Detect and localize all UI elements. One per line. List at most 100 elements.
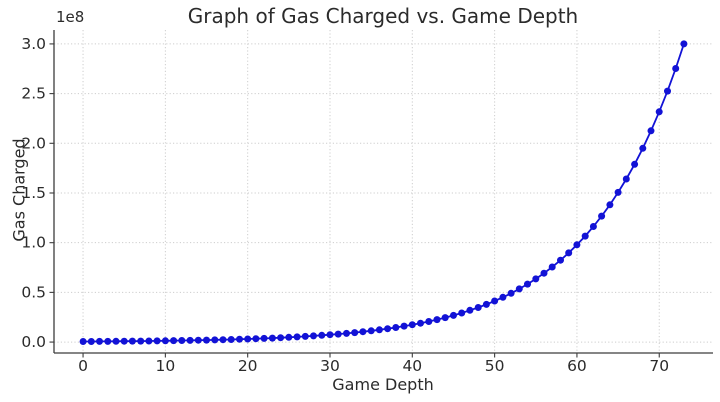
data-point (203, 336, 210, 344)
data-point (112, 337, 120, 345)
data-points (79, 40, 688, 345)
data-point (606, 201, 614, 209)
data-point (268, 334, 276, 342)
data-point (170, 337, 178, 345)
data-point (392, 324, 400, 331)
data-point (260, 334, 268, 342)
svg-text:1.0: 1.0 (21, 234, 46, 252)
data-point (532, 275, 540, 283)
data-point (631, 160, 639, 168)
gridlines (54, 30, 713, 353)
data-point (417, 319, 424, 327)
data-point (367, 327, 375, 335)
data-point (524, 280, 531, 288)
data-point (334, 330, 342, 338)
data-point (359, 328, 367, 336)
data-point (145, 337, 153, 345)
svg-text:0.5: 0.5 (21, 283, 46, 301)
data-point (515, 285, 523, 293)
data-point (565, 249, 573, 257)
svg-text:1.5: 1.5 (21, 184, 46, 202)
data-point (557, 256, 564, 264)
svg-text:2.5: 2.5 (21, 85, 46, 103)
data-point (433, 316, 441, 324)
data-point (581, 232, 589, 240)
svg-text:0: 0 (78, 357, 88, 375)
data-point (499, 293, 507, 301)
data-point (310, 332, 317, 340)
data-point (400, 322, 408, 330)
data-point (219, 336, 227, 344)
data-point (161, 337, 169, 345)
data-point (236, 335, 243, 343)
data-point (441, 314, 449, 322)
svg-text:0.0: 0.0 (21, 333, 46, 351)
data-point (301, 332, 309, 340)
data-point (425, 318, 433, 325)
data-point (458, 309, 466, 317)
chart-title: Graph of Gas Charged vs. Game Depth (187, 4, 579, 28)
data-point (408, 321, 416, 329)
data-point (285, 333, 293, 341)
data-point (79, 338, 87, 345)
data-point (120, 337, 128, 345)
data-point (137, 337, 145, 345)
data-point (647, 127, 655, 135)
data-point (614, 188, 622, 196)
data-point (178, 337, 186, 344)
svg-text:3.0: 3.0 (21, 35, 46, 53)
data-point (326, 331, 334, 339)
x-axis-label: Game Depth (332, 375, 434, 394)
axis-spines (53, 30, 713, 354)
data-point (589, 223, 597, 230)
data-point (211, 336, 219, 344)
data-point (639, 144, 647, 152)
data-point (482, 300, 490, 308)
data-point (548, 263, 556, 271)
data-point (343, 329, 350, 337)
y-tick-labels: 0.0 0.5 1.0 1.5 2.0 2.5 3.0 (21, 35, 46, 351)
data-point (104, 337, 112, 345)
data-point (573, 241, 581, 249)
data-point (474, 304, 482, 311)
svg-text:10: 10 (156, 357, 176, 375)
data-point (375, 326, 383, 334)
data-point (351, 329, 359, 337)
data-point (87, 338, 95, 345)
tick-marks (49, 43, 660, 358)
data-point (466, 306, 474, 314)
data-point (680, 40, 688, 48)
data-point (244, 335, 252, 343)
svg-text:50: 50 (485, 357, 505, 375)
svg-text:20: 20 (238, 357, 258, 375)
data-point (96, 337, 103, 345)
y-axis-offset-label: 1e8 (56, 8, 85, 26)
data-point (450, 311, 457, 319)
svg-text:60: 60 (567, 357, 587, 375)
x-tick-labels: 0 10 20 30 40 50 60 70 (78, 357, 669, 375)
data-point (277, 334, 285, 342)
data-point (598, 212, 606, 220)
data-point (655, 108, 663, 116)
data-point (186, 336, 194, 344)
data-point (194, 336, 202, 344)
svg-text:40: 40 (402, 357, 422, 375)
data-point (293, 333, 301, 341)
svg-text:2.0: 2.0 (21, 134, 46, 152)
data-point (664, 87, 671, 95)
data-point (622, 175, 630, 183)
data-point (252, 335, 260, 343)
data-point (507, 289, 515, 297)
data-point (318, 331, 326, 339)
data-point (384, 325, 392, 333)
data-point (153, 337, 161, 345)
data-point (227, 336, 235, 343)
data-point (128, 337, 136, 345)
data-point (672, 65, 680, 72)
data-point (540, 269, 548, 277)
svg-text:70: 70 (649, 357, 669, 375)
svg-text:30: 30 (320, 357, 340, 375)
data-point (491, 297, 499, 305)
